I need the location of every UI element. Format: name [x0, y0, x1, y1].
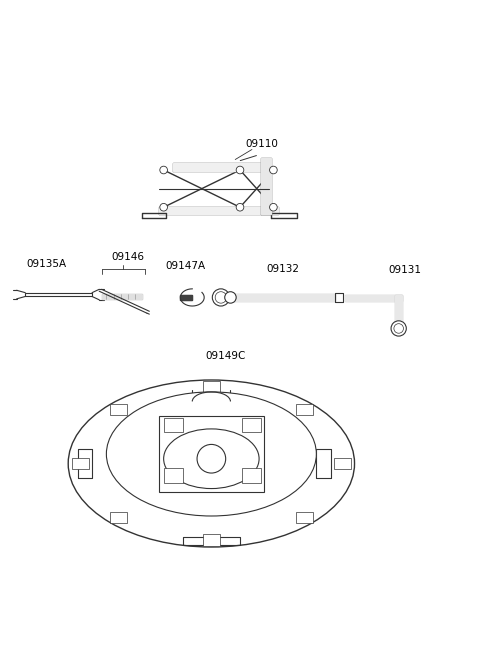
FancyBboxPatch shape — [72, 458, 89, 469]
Circle shape — [270, 166, 277, 174]
FancyBboxPatch shape — [164, 418, 183, 432]
Circle shape — [270, 204, 277, 211]
FancyBboxPatch shape — [296, 403, 313, 415]
Ellipse shape — [164, 429, 259, 489]
Circle shape — [236, 204, 244, 211]
Text: 09132: 09132 — [266, 264, 300, 274]
Text: 09135A: 09135A — [27, 259, 67, 269]
FancyBboxPatch shape — [242, 418, 262, 432]
Polygon shape — [180, 295, 192, 300]
FancyBboxPatch shape — [203, 534, 220, 546]
Circle shape — [391, 321, 406, 336]
Circle shape — [394, 324, 404, 333]
Circle shape — [215, 291, 227, 303]
FancyBboxPatch shape — [164, 468, 183, 483]
Ellipse shape — [68, 380, 355, 547]
Circle shape — [160, 204, 168, 211]
Polygon shape — [159, 207, 278, 214]
FancyBboxPatch shape — [334, 458, 351, 469]
Polygon shape — [230, 294, 336, 301]
Polygon shape — [173, 163, 264, 171]
Circle shape — [197, 445, 226, 473]
FancyBboxPatch shape — [242, 468, 262, 483]
FancyBboxPatch shape — [159, 416, 264, 492]
Circle shape — [160, 166, 168, 174]
FancyBboxPatch shape — [296, 512, 313, 523]
FancyBboxPatch shape — [203, 381, 220, 393]
Polygon shape — [345, 295, 402, 301]
Ellipse shape — [107, 392, 316, 516]
Polygon shape — [102, 294, 142, 299]
Circle shape — [212, 289, 229, 306]
Polygon shape — [262, 158, 271, 214]
FancyBboxPatch shape — [110, 512, 127, 523]
Circle shape — [236, 166, 244, 174]
FancyBboxPatch shape — [110, 403, 127, 415]
Text: 09149C: 09149C — [205, 351, 246, 361]
Text: 09146: 09146 — [111, 252, 144, 261]
Text: 09131: 09131 — [388, 265, 421, 275]
Circle shape — [225, 291, 236, 303]
Text: 09147A: 09147A — [165, 261, 205, 271]
Text: 09110: 09110 — [245, 139, 278, 149]
Polygon shape — [395, 295, 402, 326]
